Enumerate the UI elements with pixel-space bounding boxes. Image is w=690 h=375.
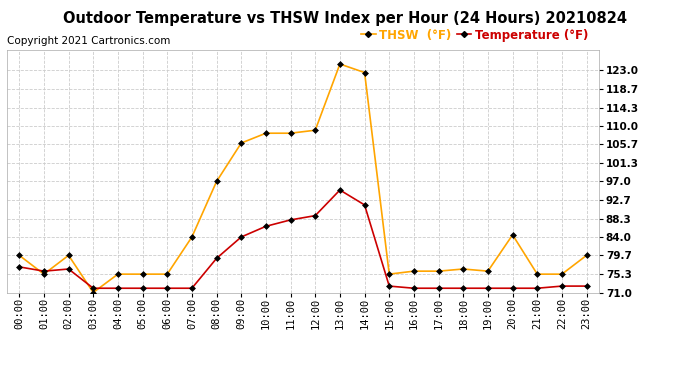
Text: Copyright 2021 Cartronics.com: Copyright 2021 Cartronics.com (7, 36, 170, 46)
Legend: THSW  (°F), Temperature (°F): THSW (°F), Temperature (°F) (357, 24, 593, 46)
Text: Outdoor Temperature vs THSW Index per Hour (24 Hours) 20210824: Outdoor Temperature vs THSW Index per Ho… (63, 11, 627, 26)
